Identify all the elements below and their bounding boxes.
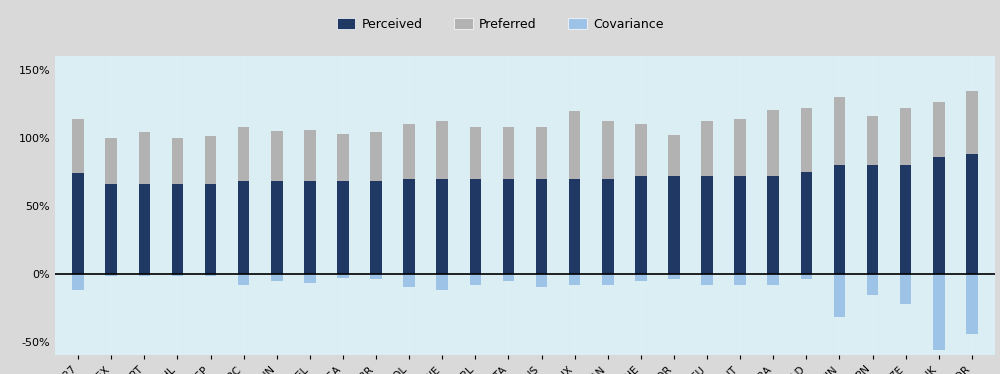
Bar bbox=[139, 132, 150, 184]
Bar bbox=[602, 274, 614, 285]
Bar bbox=[337, 134, 349, 181]
Bar bbox=[370, 181, 382, 274]
Bar bbox=[238, 127, 249, 181]
Bar bbox=[72, 173, 84, 274]
Bar bbox=[205, 137, 216, 184]
Bar bbox=[370, 132, 382, 181]
Bar bbox=[900, 108, 911, 165]
Bar bbox=[536, 127, 547, 178]
Bar bbox=[834, 97, 845, 165]
Bar bbox=[966, 154, 978, 274]
Bar bbox=[470, 178, 481, 274]
Bar bbox=[139, 184, 150, 274]
Bar bbox=[734, 119, 746, 176]
Bar bbox=[767, 176, 779, 274]
Bar bbox=[900, 274, 911, 304]
Bar bbox=[933, 102, 945, 157]
Bar bbox=[337, 181, 349, 274]
Bar bbox=[503, 127, 514, 178]
Bar bbox=[503, 178, 514, 274]
Bar bbox=[403, 124, 415, 178]
Bar bbox=[304, 129, 316, 181]
Bar bbox=[271, 274, 283, 280]
Bar bbox=[834, 165, 845, 274]
Bar bbox=[966, 274, 978, 334]
Bar bbox=[205, 274, 216, 276]
Bar bbox=[72, 119, 84, 173]
Bar bbox=[734, 176, 746, 274]
Bar bbox=[801, 172, 812, 274]
Bar bbox=[602, 122, 614, 178]
Bar bbox=[436, 274, 448, 290]
Bar bbox=[701, 122, 713, 176]
Bar bbox=[767, 274, 779, 285]
Bar bbox=[470, 127, 481, 178]
Legend: Perceived, Preferred, Covariance: Perceived, Preferred, Covariance bbox=[337, 18, 663, 31]
Bar bbox=[569, 178, 580, 274]
Bar bbox=[602, 178, 614, 274]
Bar bbox=[105, 274, 117, 276]
Bar bbox=[701, 176, 713, 274]
Bar bbox=[436, 178, 448, 274]
Bar bbox=[867, 274, 878, 295]
Bar bbox=[139, 274, 150, 276]
Bar bbox=[238, 181, 249, 274]
Bar bbox=[900, 165, 911, 274]
Bar bbox=[105, 138, 117, 184]
Bar bbox=[801, 108, 812, 172]
Bar bbox=[304, 274, 316, 283]
Bar bbox=[834, 274, 845, 317]
Bar bbox=[767, 110, 779, 176]
Bar bbox=[503, 274, 514, 280]
Bar bbox=[734, 274, 746, 285]
Bar bbox=[801, 274, 812, 279]
Bar bbox=[536, 274, 547, 287]
Bar bbox=[271, 181, 283, 274]
Bar bbox=[205, 184, 216, 274]
Bar bbox=[635, 176, 647, 274]
Bar bbox=[337, 274, 349, 278]
Bar bbox=[271, 131, 283, 181]
Bar bbox=[403, 274, 415, 287]
Bar bbox=[668, 274, 680, 279]
Bar bbox=[403, 178, 415, 274]
Bar bbox=[635, 274, 647, 280]
Bar bbox=[470, 274, 481, 285]
Bar bbox=[436, 122, 448, 178]
Bar bbox=[569, 274, 580, 285]
Bar bbox=[238, 274, 249, 285]
Bar bbox=[370, 274, 382, 279]
Bar bbox=[668, 176, 680, 274]
Bar bbox=[569, 110, 580, 178]
Bar bbox=[72, 274, 84, 290]
Bar bbox=[867, 165, 878, 274]
Bar bbox=[867, 116, 878, 165]
Bar bbox=[105, 184, 117, 274]
Bar bbox=[172, 274, 183, 276]
Bar bbox=[536, 178, 547, 274]
Bar bbox=[701, 274, 713, 285]
Bar bbox=[933, 157, 945, 274]
Bar bbox=[933, 274, 945, 350]
Bar bbox=[635, 124, 647, 176]
Bar bbox=[172, 138, 183, 184]
Bar bbox=[172, 184, 183, 274]
Bar bbox=[966, 92, 978, 154]
Bar bbox=[668, 135, 680, 176]
Bar bbox=[304, 181, 316, 274]
